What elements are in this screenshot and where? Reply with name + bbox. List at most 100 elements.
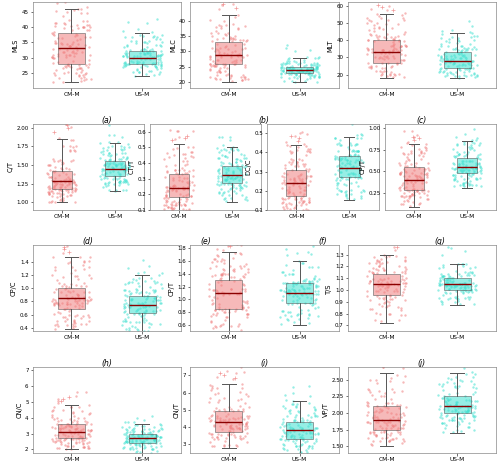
Point [374,266,382,274]
Point [102,174,110,182]
Point [220,195,228,203]
Point [156,420,164,428]
Point [146,439,154,447]
Point [368,31,376,39]
Point [307,60,315,67]
Point [132,448,140,456]
Point [135,310,143,318]
Point [418,185,426,193]
Point [214,144,222,152]
Point [331,134,339,142]
Point [216,322,224,330]
Y-axis label: CN/C: CN/C [16,401,22,418]
Point [454,294,462,302]
Point [219,159,227,167]
Point [382,281,390,289]
Point [305,70,313,77]
Point [346,173,354,181]
Point [376,405,384,413]
Point [388,436,396,443]
Point [227,145,235,153]
Point [230,425,237,433]
Point [145,263,153,270]
Point [110,180,118,187]
Point [344,170,352,178]
Point [50,300,58,308]
Point [447,69,455,77]
Y-axis label: CN/T: CN/T [174,402,180,418]
Point [338,174,346,182]
PathPatch shape [58,288,85,310]
Point [315,73,323,81]
Point [156,439,164,447]
Point [300,198,308,205]
Point [66,51,74,59]
Point [397,46,405,54]
Point [302,275,310,283]
Point [460,65,468,73]
Point [447,244,455,252]
Y-axis label: CP/T: CP/T [360,159,366,174]
Point [332,191,340,198]
Point [57,288,65,296]
Point [62,175,70,183]
Point [133,59,141,67]
Point [152,431,160,439]
Point [56,192,64,200]
Point [472,176,480,183]
Point [406,202,414,210]
Point [80,288,88,296]
Point [148,61,156,68]
Point [442,55,450,63]
Point [417,174,425,182]
Point [122,149,130,157]
Point [310,67,318,75]
Point [308,413,316,420]
Point [222,60,230,67]
Point [342,181,350,189]
Point [356,173,364,181]
Point [285,59,293,66]
Point [466,28,473,36]
Point [134,431,142,438]
Point [84,21,92,29]
Point [304,443,312,450]
Point [405,156,413,164]
Point [114,138,122,146]
Point [229,34,237,41]
Point [48,413,56,421]
Point [238,306,246,313]
Point [105,132,113,139]
Point [129,426,137,433]
Point [366,305,374,313]
Point [370,264,378,272]
PathPatch shape [373,40,400,63]
Point [50,178,58,185]
Point [214,303,222,311]
Point [370,269,378,277]
Point [128,436,136,443]
Point [120,33,128,40]
Point [244,75,252,83]
Point [292,47,300,55]
Point [312,65,320,73]
Point [466,268,474,275]
Point [227,322,235,330]
Point [304,168,312,175]
Point [104,179,112,186]
Point [460,157,468,165]
Point [117,162,125,169]
Point [224,153,232,161]
Point [378,283,386,290]
Point [225,178,233,185]
Point [184,143,192,151]
Point [136,304,144,311]
Point [156,433,164,441]
Point [378,276,386,284]
Point [349,146,357,154]
Point [415,173,423,180]
Point [400,172,408,180]
Point [408,191,416,198]
Y-axis label: CP/T: CP/T [168,281,174,296]
Point [284,55,292,63]
